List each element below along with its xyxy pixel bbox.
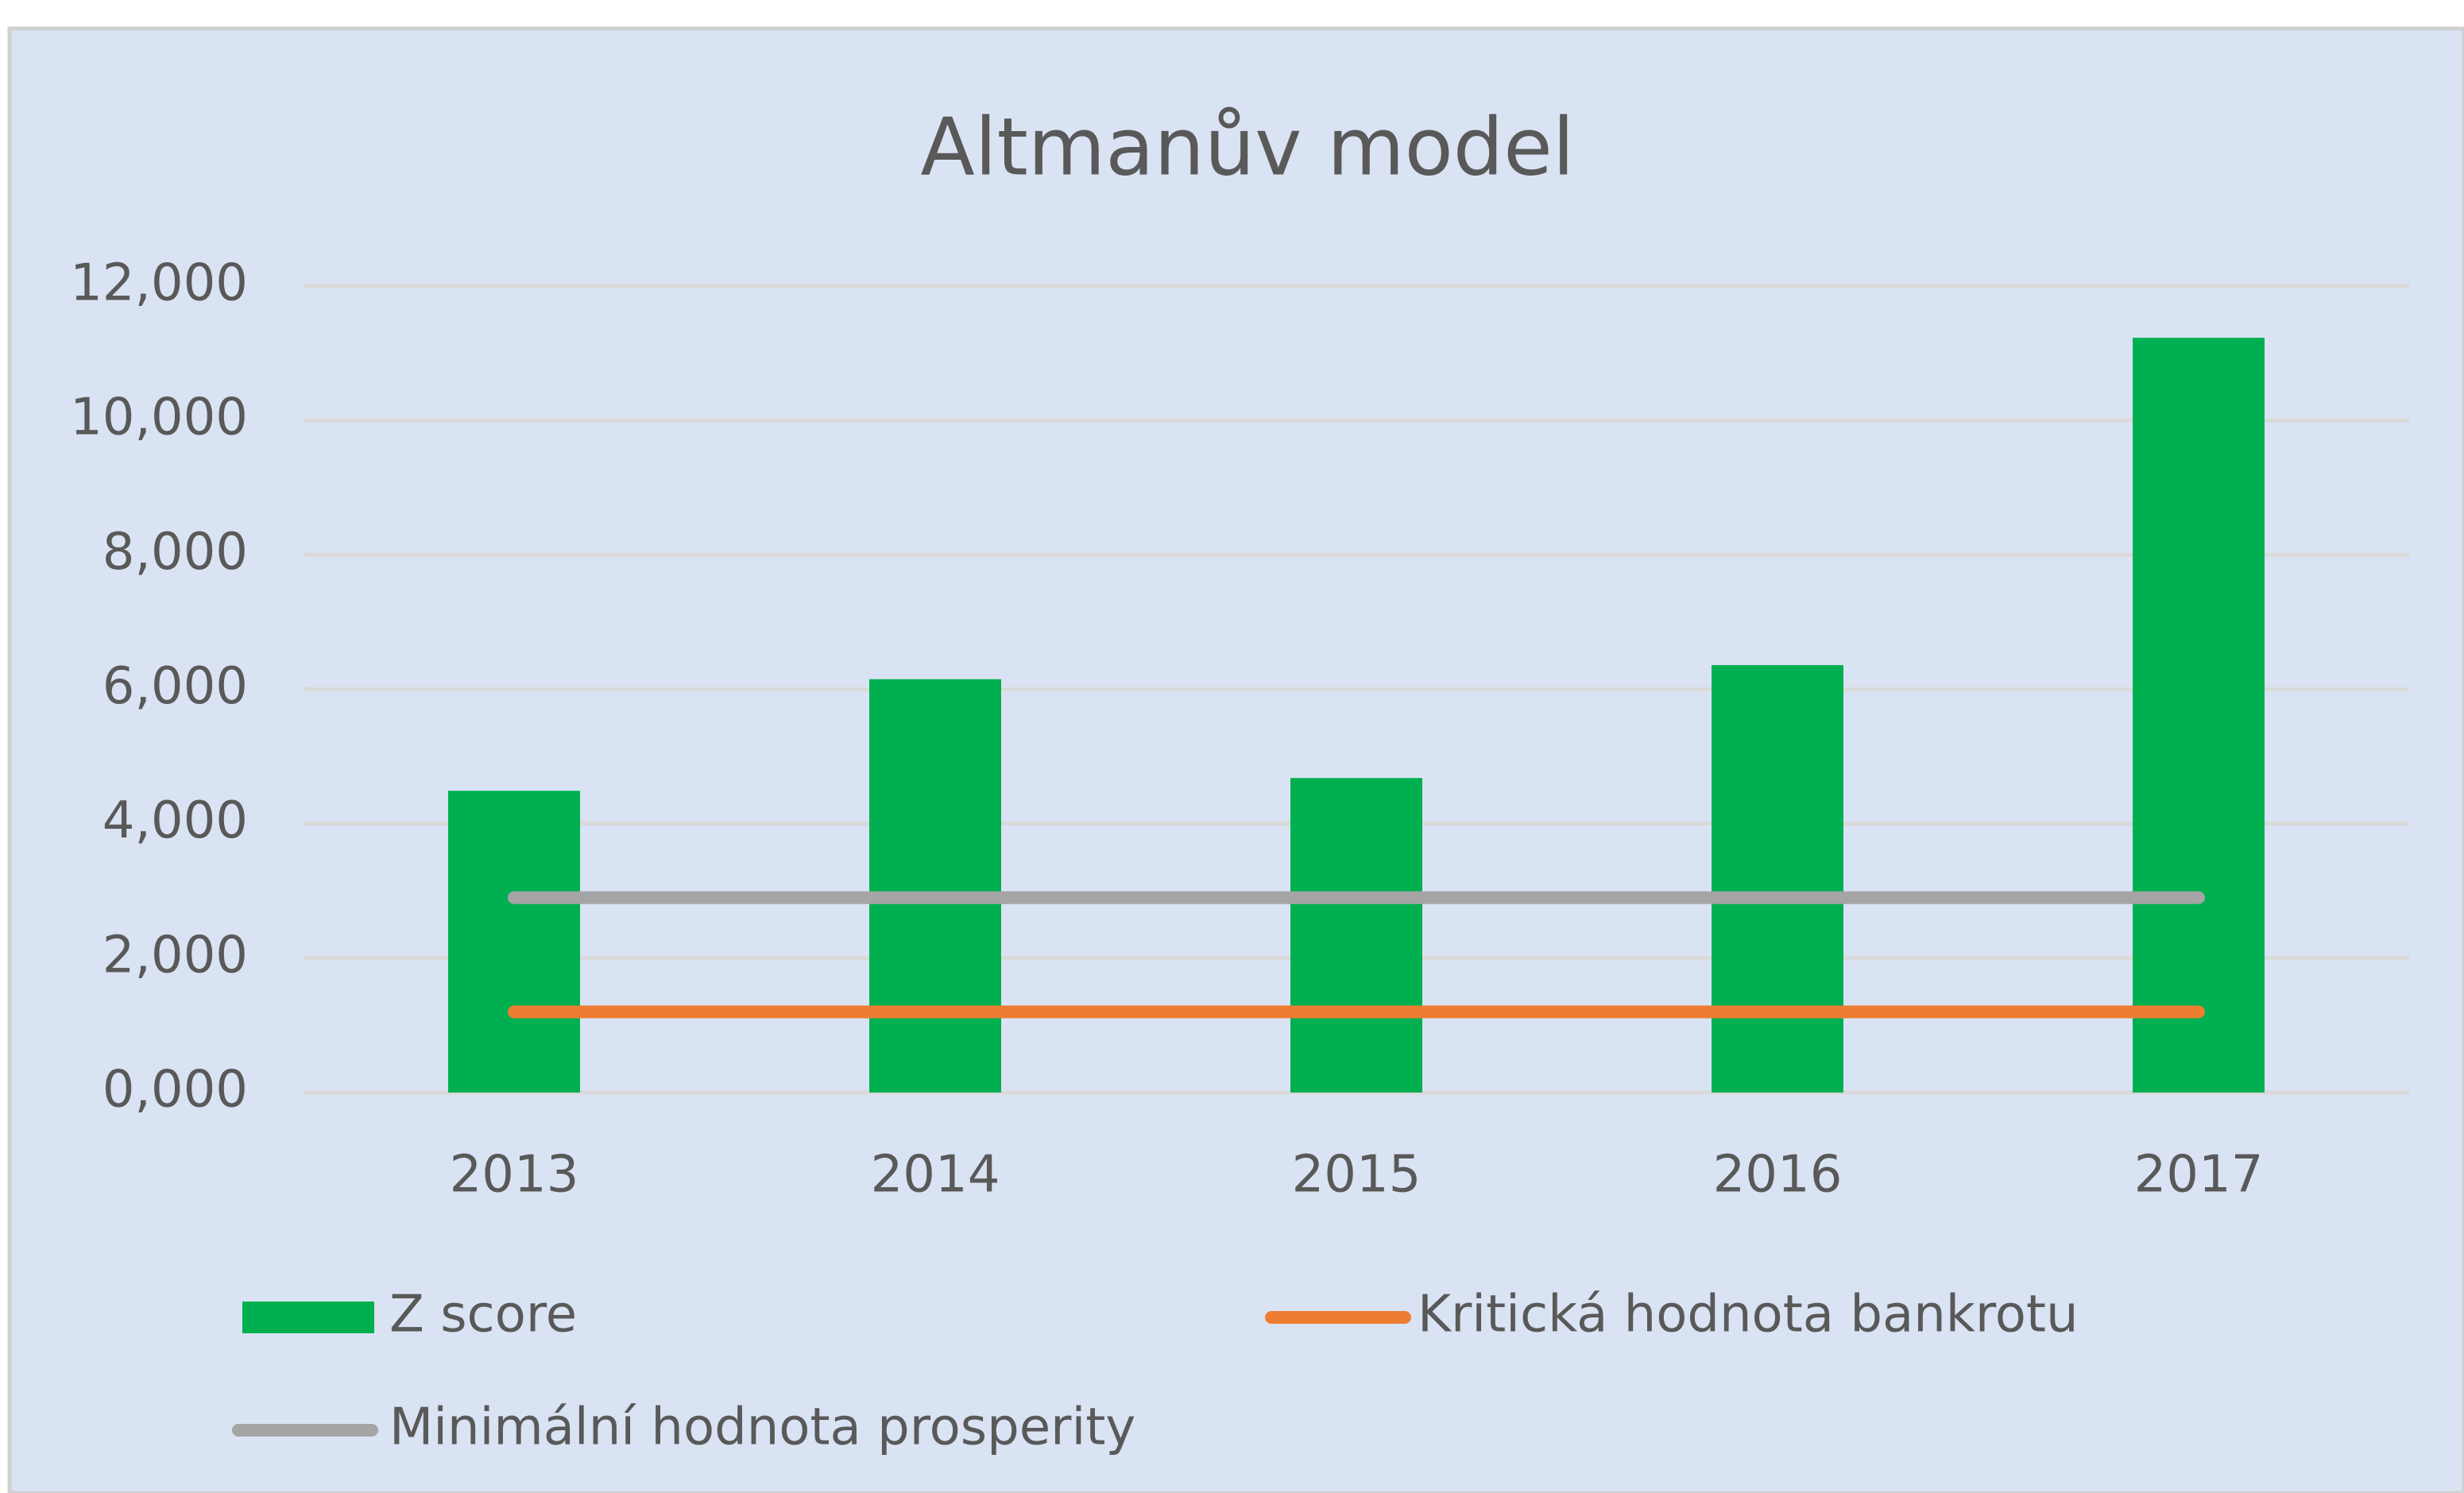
y-tick-label: 2,000: [103, 926, 248, 984]
bar: [869, 679, 1001, 1093]
x-tick-label: 2016: [1713, 1146, 1843, 1205]
y-tick-label: 6,000: [103, 657, 248, 716]
bar: [1712, 665, 1843, 1093]
chart-title: Altmanův model: [920, 100, 1574, 193]
bar: [2133, 338, 2265, 1093]
chart-background: [7, 26, 2464, 1493]
legend-label: Kritická hodnota bankrotu: [1418, 1286, 2079, 1344]
x-tick-label: 2017: [2134, 1146, 2264, 1205]
bar: [448, 791, 580, 1093]
x-tick-label: 2015: [1292, 1146, 1422, 1205]
y-tick-label: 10,000: [70, 389, 248, 447]
legend-label: Z score: [389, 1286, 577, 1344]
x-tick-label: 2013: [450, 1146, 579, 1205]
y-tick-label: 4,000: [103, 791, 248, 850]
y-tick-label: 8,000: [103, 523, 248, 582]
x-tick-label: 2014: [871, 1146, 1000, 1205]
bar: [1290, 778, 1422, 1093]
legend-swatch: [242, 1302, 374, 1333]
y-tick-label: 0,000: [103, 1061, 248, 1120]
legend-label: Minimální hodnota prosperity: [389, 1398, 1135, 1457]
y-tick-label: 12,000: [70, 254, 248, 313]
